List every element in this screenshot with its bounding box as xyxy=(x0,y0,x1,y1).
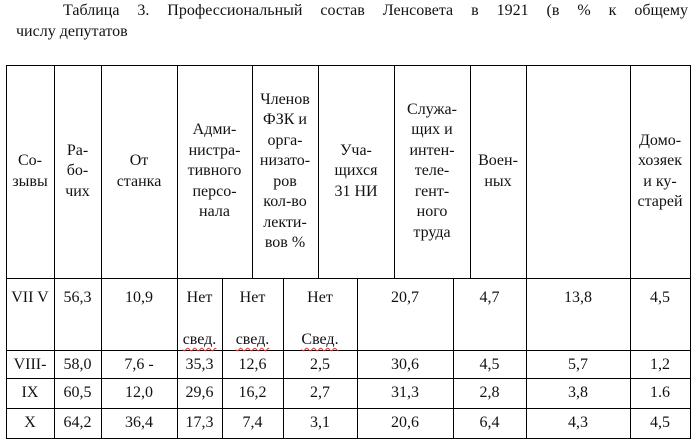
table-rule xyxy=(6,408,691,409)
table-rule xyxy=(394,65,395,278)
table-cell: 3,8 xyxy=(568,384,588,401)
table-rule xyxy=(526,65,527,278)
table-cell: 13,8 xyxy=(564,289,592,306)
column-header: Адми- нистра- тивного персо- нала xyxy=(187,121,242,221)
table-cell: 4,7 xyxy=(479,289,500,306)
table-cell: 5,7 xyxy=(568,356,588,373)
table-rule xyxy=(690,278,691,438)
table-rule xyxy=(6,350,691,351)
table-cell: 58,0 xyxy=(63,356,92,373)
table-cell: 2,5 xyxy=(310,356,330,373)
table-rule xyxy=(6,278,691,279)
column-header: Членов ФЗК и орга- низато- ров кол-во ле… xyxy=(259,90,311,252)
table-rule xyxy=(6,65,691,66)
table-rule xyxy=(283,278,284,438)
cell-note: Свед. xyxy=(301,331,339,348)
table-cell: 10,9 xyxy=(125,289,153,306)
table-rule xyxy=(630,278,631,438)
table-cell: 60,5 xyxy=(63,384,92,401)
table-cell: 7,4 xyxy=(242,414,263,431)
table-rule xyxy=(101,278,102,438)
column-header: Служа- щих и интен- теле- гент- ного тру… xyxy=(407,100,457,241)
table-rule xyxy=(222,278,223,438)
table-cell: 4,5 xyxy=(650,289,670,306)
row-label: VIII- xyxy=(13,356,47,373)
cell-note: свед. xyxy=(235,331,270,348)
table-caption: Таблица 3. Профессиональный состав Ленсо… xyxy=(16,0,688,42)
row-label: X xyxy=(24,414,36,431)
table-cell: 3,1 xyxy=(310,414,330,431)
table-cell: 12,0 xyxy=(125,384,153,401)
table-cell: 17,3 xyxy=(185,414,214,431)
table-cell: 35,3 xyxy=(185,356,214,373)
column-header: От станка xyxy=(116,152,162,190)
table-cell: 4,5 xyxy=(479,356,500,373)
table-rule xyxy=(252,65,253,278)
table-cell: 1,2 xyxy=(650,356,670,373)
table-cell: Нет xyxy=(186,289,213,306)
table-rule xyxy=(6,65,7,278)
table-cell: Нет xyxy=(239,289,266,306)
table-cell: 29,6 xyxy=(185,384,214,401)
column-header: Уча- щихся 31 НИ xyxy=(334,141,378,200)
table-cell: 31,3 xyxy=(391,384,419,401)
table-cell: 30,6 xyxy=(391,356,419,373)
table-cell: 6,4 xyxy=(479,414,500,431)
table-rule xyxy=(6,438,691,439)
table-rule xyxy=(526,278,527,438)
table-cell: 4,5 xyxy=(650,414,670,431)
table-rule xyxy=(6,278,7,438)
table-rule xyxy=(690,65,691,278)
caption-line-2: числу депутатов xyxy=(16,23,128,40)
column-header: Со- зывы xyxy=(12,152,48,190)
table-cell: 7,6 - xyxy=(124,356,154,373)
table-rule xyxy=(54,278,55,438)
table-rule xyxy=(470,65,471,278)
table-cell: 12,6 xyxy=(238,356,267,373)
table-rule xyxy=(54,65,55,278)
table-rule xyxy=(101,65,102,278)
table-cell: 16,2 xyxy=(238,384,267,401)
table-cell: 56,3 xyxy=(63,289,92,306)
table-cell: 20,7 xyxy=(391,289,419,306)
column-header: Воен- ных xyxy=(478,152,518,190)
table-cell: 1.6 xyxy=(650,384,670,401)
table-cell: 2,7 xyxy=(310,384,330,401)
table-cell: 20,6 xyxy=(391,414,419,431)
column-header: Ра- бо- чих xyxy=(65,141,90,200)
table-rule xyxy=(318,65,319,278)
cell-note: свед. xyxy=(182,331,217,348)
table-cell: 36,4 xyxy=(125,414,153,431)
table-rule xyxy=(453,278,454,438)
table-rule xyxy=(177,278,178,438)
table-cell: Нет xyxy=(307,289,333,306)
table-cell: 4,3 xyxy=(568,414,588,431)
table-rule xyxy=(6,378,691,379)
caption-line-1: Таблица 3. Профессиональный состав Ленсо… xyxy=(63,2,688,19)
table-cell: 2,8 xyxy=(479,384,500,401)
column-header xyxy=(526,65,630,278)
table-rule xyxy=(630,65,631,278)
table-rule xyxy=(357,278,358,438)
row-label: VII V xyxy=(11,289,49,306)
column-header: Домо- хозяек и ку- старей xyxy=(637,131,683,211)
table-cell: 64,2 xyxy=(63,414,92,431)
table-rule xyxy=(177,65,178,278)
row-label: IX xyxy=(21,384,39,401)
